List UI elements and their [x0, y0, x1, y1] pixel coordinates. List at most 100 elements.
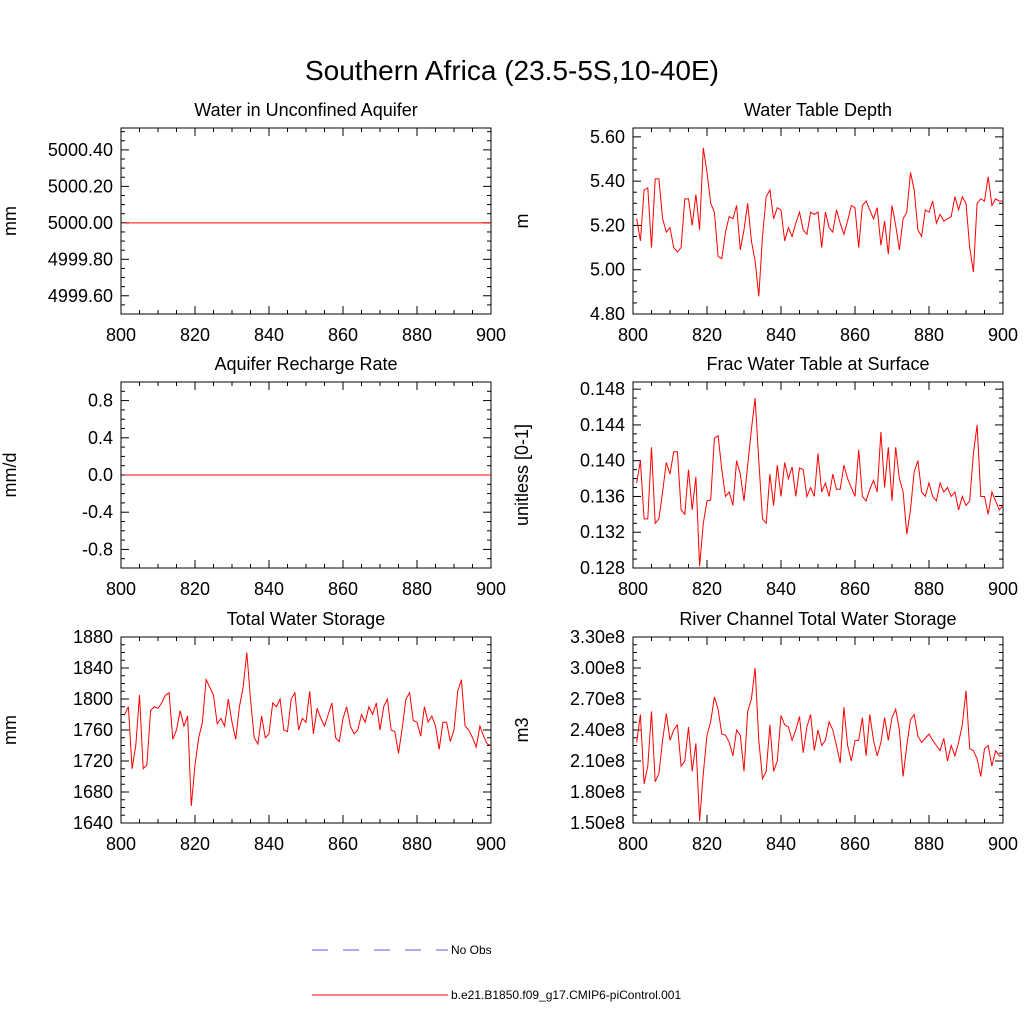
y-tick-label: 1840: [73, 658, 113, 678]
y-axis-label: m: [512, 214, 532, 229]
y-tick-label: 0.136: [580, 486, 625, 506]
y-tick-label: 1800: [73, 689, 113, 709]
y-tick-label: 1.50e8: [570, 813, 625, 833]
panel-6: River Channel Total Water Storage m3 800 82…: [512, 609, 1018, 854]
y-tick-label: 1880: [73, 627, 113, 647]
x-tick-label: 880: [914, 579, 944, 599]
y-tick-label: 4999.80: [48, 249, 113, 269]
y-tick-label: 0.148: [580, 379, 625, 399]
panel-1: Water in Unconfined Aquifer mm 800 820 840 86…: [0, 100, 506, 345]
series-line: [124, 652, 492, 806]
y-tick-label: 1640: [73, 813, 113, 833]
x-tick-label: 900: [476, 834, 506, 854]
series-line: [636, 667, 1003, 821]
y-axis-label: mm/d: [0, 453, 20, 498]
x-tick-label: 840: [766, 834, 796, 854]
panel-2: Water Table Depth m 800 820 840 860 880 900 4.80…: [512, 100, 1018, 345]
y-tick-label: 5000.40: [48, 140, 113, 160]
y-tick-label: 1680: [73, 782, 113, 802]
panel-title: Frac Water Table at Surface: [706, 354, 929, 374]
x-tick-label: 860: [840, 325, 870, 345]
y-tick-label: 3.30e8: [570, 627, 625, 647]
x-tick-label: 860: [328, 325, 358, 345]
plot-frame: [120, 127, 492, 315]
legend-obs-label: No Obs: [451, 943, 492, 957]
x-tick-label: 860: [328, 834, 358, 854]
y-axis-label: unitless [0-1]: [512, 424, 532, 526]
y-tick-label: 2.40e8: [570, 720, 625, 740]
x-tick-label: 800: [106, 579, 136, 599]
figure-title: Southern Africa (23.5-5S,10-40E): [305, 55, 719, 86]
x-tick-label: 840: [766, 325, 796, 345]
y-tick-label: 0.128: [580, 558, 625, 578]
y-axis-label: mm: [0, 206, 20, 236]
panel-title: Water in Unconfined Aquifer: [194, 100, 417, 120]
x-tick-label: 820: [692, 834, 722, 854]
x-tick-label: 840: [254, 834, 284, 854]
series-line: [636, 398, 1004, 567]
y-tick-label: 4.80: [590, 304, 625, 324]
y-tick-label: 5000.20: [48, 176, 113, 196]
x-tick-label: 840: [766, 579, 796, 599]
x-tick-label: 820: [180, 834, 210, 854]
y-tick-label: 0.8: [88, 391, 113, 411]
x-tick-label: 800: [618, 325, 648, 345]
panel-3: Aquifer Recharge Rate mm/d 800 820 840 860 880…: [0, 354, 506, 599]
y-tick-label: 0.140: [580, 451, 625, 471]
x-tick-label: 860: [840, 579, 870, 599]
y-tick-label: 4999.60: [48, 286, 113, 306]
panel-title: Aquifer Recharge Rate: [214, 354, 397, 374]
x-tick-label: 900: [476, 325, 506, 345]
x-tick-label: 840: [254, 325, 284, 345]
x-tick-label: 860: [328, 579, 358, 599]
x-tick-label: 880: [402, 834, 432, 854]
y-tick-label: 0.132: [580, 522, 625, 542]
panel-title: River Channel Total Water Storage: [679, 609, 956, 629]
y-tick-label: 1.80e8: [570, 782, 625, 802]
x-tick-label: 820: [180, 579, 210, 599]
y-tick-label: 2.10e8: [570, 751, 625, 771]
x-tick-label: 800: [618, 834, 648, 854]
y-tick-label: -0.4: [82, 502, 113, 522]
y-axis-label: mm: [0, 715, 20, 745]
x-tick-label: 800: [106, 325, 136, 345]
panel-5: Total Water Storage mm 800 820 840 860 880 900 1…: [0, 609, 506, 854]
y-tick-label: 0.144: [580, 415, 625, 435]
x-tick-label: 800: [106, 834, 136, 854]
x-tick-label: 820: [692, 325, 722, 345]
legend-model-label: b.e21.B1850.f09_g17.CMIP6-piControl.001: [451, 988, 681, 1002]
y-tick-label: 5000.00: [48, 213, 113, 233]
x-tick-label: 900: [476, 579, 506, 599]
plot-frame: [632, 127, 1004, 315]
panel-title: Total Water Storage: [227, 609, 385, 629]
x-tick-label: 880: [402, 579, 432, 599]
x-tick-label: 900: [988, 325, 1018, 345]
y-tick-label: 0.4: [88, 428, 113, 448]
x-tick-label: 800: [618, 579, 648, 599]
series-line: [636, 147, 1003, 297]
y-tick-label: 3.00e8: [570, 658, 625, 678]
y-axis-label: m3: [512, 717, 532, 742]
x-tick-label: 880: [402, 325, 432, 345]
panels-group: Water in Unconfined Aquifer mm 800 820 840 86…: [0, 100, 1018, 854]
x-tick-label: 900: [988, 834, 1018, 854]
legend: No Obs b.e21.B1850.f09_g17.CMIP6-piContr…: [312, 943, 681, 1002]
y-tick-label: 5.60: [590, 127, 625, 147]
y-tick-label: -0.8: [82, 539, 113, 559]
panel-4: Frac Water Table at Surface unitless [0-1…: [512, 354, 1018, 599]
x-tick-label: 820: [180, 325, 210, 345]
y-tick-label: 0.0: [88, 465, 113, 485]
y-tick-label: 5.40: [590, 171, 625, 191]
y-tick-label: 5.20: [590, 215, 625, 235]
panel-title: Water Table Depth: [744, 100, 892, 120]
x-tick-label: 880: [914, 325, 944, 345]
y-tick-label: 5.00: [590, 260, 625, 280]
y-tick-label: 2.70e8: [570, 689, 625, 709]
x-tick-label: 820: [692, 579, 722, 599]
x-tick-label: 880: [914, 834, 944, 854]
y-tick-label: 1760: [73, 720, 113, 740]
x-tick-label: 840: [254, 579, 284, 599]
x-tick-label: 860: [840, 834, 870, 854]
x-tick-label: 900: [988, 579, 1018, 599]
